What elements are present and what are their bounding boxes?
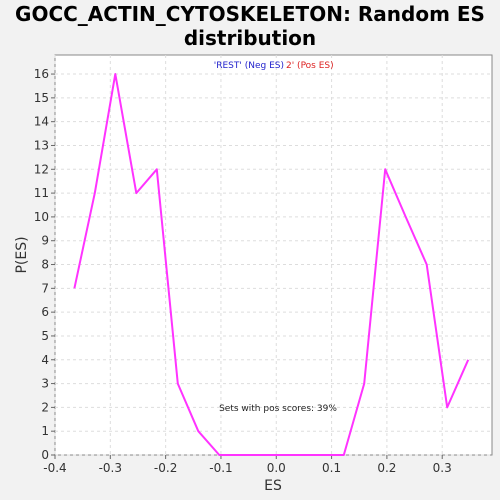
chart-title-line1: GOCC_ACTIN_CYTOSKELETON: Random ES [15,2,485,26]
legend-pos-label: 2' (Pos ES) [286,61,334,71]
y-tick-label: 12 [34,162,49,176]
y-tick-label: 3 [41,377,49,391]
y-tick-label: 4 [41,353,49,367]
y-tick-label: 0 [41,448,49,462]
x-tick-label: 0.2 [377,461,396,475]
x-tick-label: 0.0 [267,461,286,475]
y-tick-label: 13 [34,138,49,152]
series-line [73,73,470,456]
y-tick-label: 16 [34,67,49,81]
x-tick-label: -0.4 [43,461,66,475]
x-tick-label: 0.3 [433,461,452,475]
x-tick-label: -0.2 [154,461,177,475]
x-axis-title: ES [264,478,282,494]
series-layer [73,73,470,456]
y-tick-label: 15 [34,91,49,105]
x-tick-label: 0.1 [322,461,341,475]
legend-neg-label: 'REST' (Neg ES) [214,61,284,71]
x-tick-label: -0.1 [209,461,232,475]
y-tick-label: 6 [41,305,49,319]
y-tick-label: 1 [41,424,49,438]
y-tick-label: 9 [41,234,49,248]
y-axis-title: P(ES) [14,236,30,273]
y-tick-label: 11 [34,186,49,200]
y-tick-label: 10 [34,210,49,224]
plot-area [54,54,493,456]
y-tick-label: 2 [41,400,49,414]
y-tick-label: 5 [41,329,49,343]
chart-title-line2: distribution [183,26,317,50]
chart-title: GOCC_ACTIN_CYTOSKELETON: Random ES distr… [0,2,500,50]
x-tick-label: -0.3 [99,461,122,475]
y-tick-label: 8 [41,258,49,272]
y-tick-label: 7 [41,281,49,295]
y-tick-label: 14 [34,115,49,129]
chart-annotation: Sets with pos scores: 39% [219,404,337,414]
